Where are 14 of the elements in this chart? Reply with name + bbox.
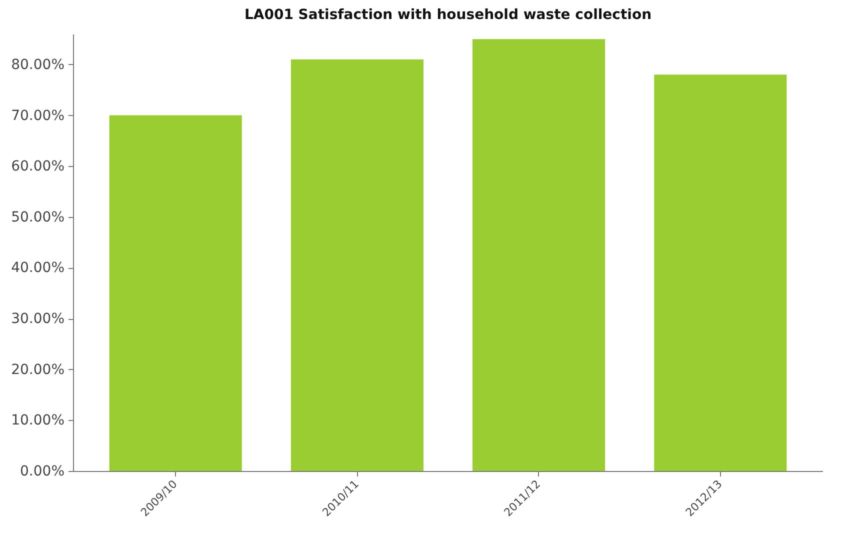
y-tick-label: 80.00%	[11, 56, 64, 73]
bar	[109, 115, 242, 471]
y-tick-label: 50.00%	[11, 209, 64, 226]
y-tick-label: 60.00%	[11, 158, 64, 175]
bar	[290, 59, 424, 471]
y-tick-label: 0.00%	[20, 464, 64, 480]
bar	[654, 74, 787, 471]
bar	[472, 39, 606, 471]
y-tick-label: 10.00%	[11, 412, 64, 429]
y-tick-label: 20.00%	[11, 362, 64, 378]
y-tick-label: 70.00%	[11, 108, 64, 124]
y-tick-label: 40.00%	[11, 260, 64, 276]
chart-title: LA001 Satisfaction with household waste collection	[244, 7, 652, 23]
y-tick-label: 30.00%	[11, 311, 64, 328]
